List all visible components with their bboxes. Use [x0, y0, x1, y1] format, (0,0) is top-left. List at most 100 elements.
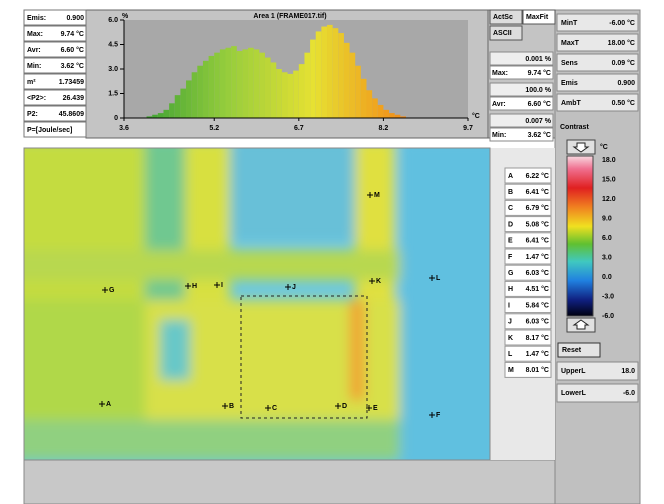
marker-list-label: D [508, 221, 513, 228]
scale-label: 15.0 [602, 176, 616, 183]
marker-label: I [221, 282, 223, 289]
marker-label: D [342, 403, 347, 410]
stat-label: Avr: [27, 47, 41, 54]
histogram-bar [163, 110, 169, 118]
histogram-bar [372, 98, 378, 118]
thermal-image [10, 140, 500, 470]
setting-value: 18.00 °C [608, 39, 635, 47]
histogram-bar [203, 61, 209, 118]
x-tick-label: 9.7 [463, 125, 473, 132]
setting-label: MinT [561, 20, 578, 27]
marker-list-value: 8.17 °C [526, 334, 549, 342]
y-tick-label: 1.5 [108, 90, 118, 97]
histogram-bar [378, 105, 384, 118]
setting-label: MaxT [561, 40, 580, 47]
hist-stat-label: Avr: [492, 101, 506, 108]
histogram-bar [299, 64, 305, 118]
y-tick-label: 4.5 [108, 41, 118, 48]
y-tick-label: 3.0 [108, 66, 118, 73]
histogram-bar [248, 48, 254, 118]
marker-list-label: G [508, 270, 514, 277]
limit-label: LowerL [561, 390, 587, 397]
histogram-bar [316, 31, 322, 118]
marker-label: L [436, 275, 441, 282]
hist-stat-value: 3.62 °C [528, 131, 551, 139]
marker-list-value: 6.79 °C [526, 204, 549, 212]
stat-value: 6.60 °C [61, 46, 84, 54]
setting-value: 0.900 [617, 80, 635, 87]
x-tick-label: 8.2 [379, 125, 389, 132]
marker-list-value: 6.03 °C [526, 269, 549, 277]
marker-list-value: 4.51 °C [526, 285, 549, 293]
hist-stat-value: 0.007 % [525, 118, 551, 125]
scale-label: 6.0 [602, 235, 612, 242]
y-tick-label: 6.0 [108, 17, 118, 24]
stat-label: P2: [27, 111, 38, 118]
reset-label: Reset [562, 347, 582, 354]
hist-stat-label: Max: [492, 70, 508, 77]
setting-label: Emis [561, 80, 578, 87]
marker-label: A [106, 401, 111, 408]
setting-value: -6.00 °C [609, 19, 635, 27]
hist-stat-value: 100.0 % [525, 87, 551, 94]
stat-value: 45.8609 [59, 111, 84, 118]
x-tick-label: 6.7 [294, 125, 304, 132]
stat-label: Emis: [27, 15, 46, 22]
marker-label: F [436, 412, 441, 419]
histogram-bar [366, 90, 372, 118]
histogram-bar [288, 74, 294, 118]
marker-list-value: 8.01 °C [526, 366, 549, 374]
button-label: ASCII [493, 30, 512, 37]
thermal-app: Reset Contrast °C Area 1 (FRAME017.tif) … [0, 0, 664, 504]
stat-label: P=[Joule/sec] [27, 127, 72, 134]
stat-label: <P2>: [27, 95, 46, 102]
marker-list-label: M [508, 367, 514, 374]
limit-label: UpperL [561, 368, 586, 375]
marker-list-label: F [508, 254, 513, 261]
histogram-bar [226, 48, 232, 118]
histogram-bar [197, 66, 203, 118]
marker-list-label: J [508, 319, 512, 326]
histogram-bar [389, 113, 395, 118]
scale-unit: °C [600, 143, 608, 151]
histogram-bar [304, 53, 310, 118]
marker-list-value: 5.08 °C [526, 220, 549, 228]
histogram-bar [237, 51, 243, 118]
histogram-bar [333, 28, 339, 118]
scale-label: 3.0 [602, 254, 612, 261]
marker-list-value: 1.47 °C [526, 350, 549, 358]
x-tick-label: 5.2 [209, 125, 219, 132]
histogram-bar [265, 58, 271, 118]
stat-value: 26.439 [63, 95, 85, 102]
marker-list-label: A [508, 173, 513, 180]
stat-label: Min: [27, 63, 41, 70]
scale-label: 0.0 [602, 274, 612, 281]
marker-label: H [192, 283, 197, 290]
hist-stat-value: 0.001 % [525, 56, 551, 63]
x-tick-label: 3.6 [119, 125, 129, 132]
y-tick-label: 0 [114, 115, 118, 122]
marker-list-label: K [508, 335, 513, 342]
histogram-bar [214, 53, 220, 118]
stat-value: 9.74 °C [61, 30, 84, 38]
histogram-bar [158, 113, 164, 118]
histogram-bar [383, 110, 389, 118]
histogram-bar [310, 40, 316, 118]
histogram-bar [350, 53, 356, 118]
contrast-title: Contrast [560, 124, 589, 131]
x-axis-label: °C [472, 112, 480, 120]
marker-list-value: 6.03 °C [526, 318, 549, 326]
stat-value: 3.62 °C [61, 62, 84, 70]
button-label: MaxFit [526, 14, 549, 21]
setting-value: 0.50 °C [612, 99, 635, 107]
marker-list-label: E [508, 238, 513, 245]
histogram-bar [259, 53, 265, 118]
scale-label: 12.0 [602, 196, 616, 203]
hist-stat-label: Min: [492, 132, 506, 139]
histogram-bar [361, 79, 367, 118]
marker-list-value: 1.47 °C [526, 253, 549, 261]
histogram-title: Area 1 (FRAME017.tif) [253, 13, 326, 20]
setting-label: Sens [561, 60, 578, 67]
marker-label: E [373, 405, 378, 412]
stat-value: 1.73459 [59, 79, 84, 86]
